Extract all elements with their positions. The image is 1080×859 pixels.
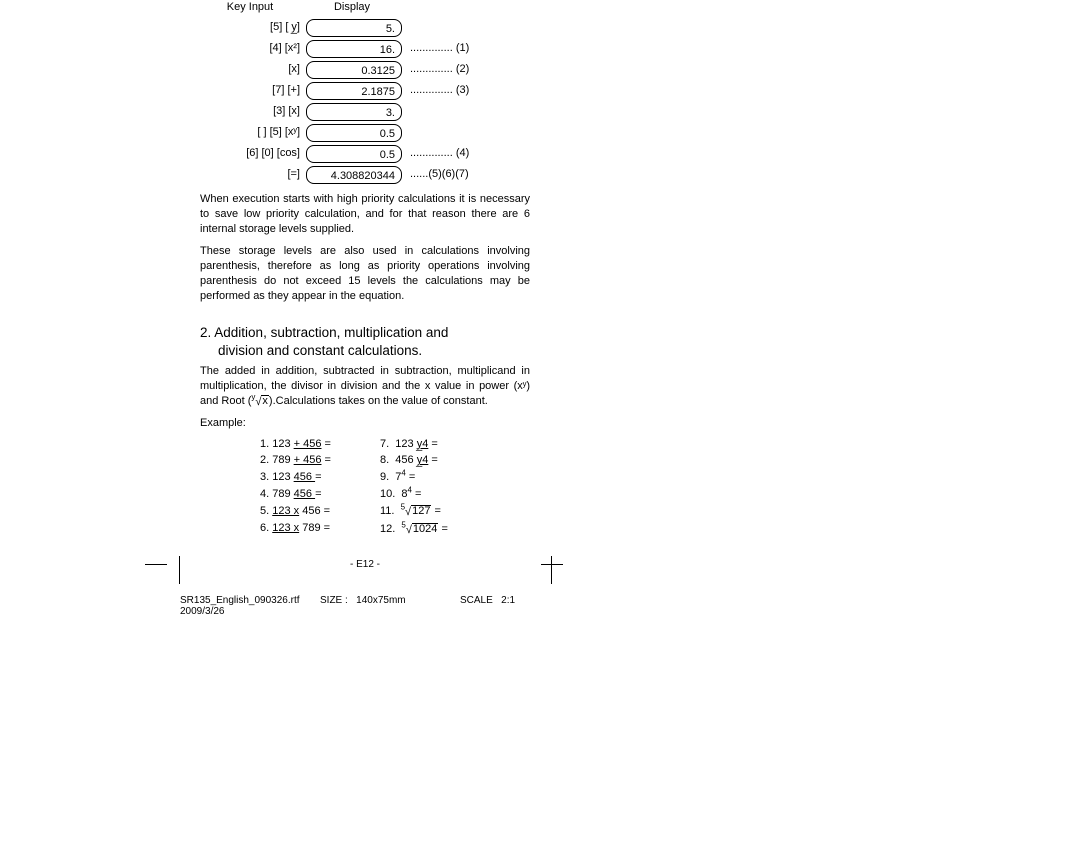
display-cell: 0.3125 xyxy=(306,61,402,79)
annotation-cell: .............. (1) xyxy=(402,41,500,56)
annotation-cell: ......(5)(6)(7) xyxy=(402,167,500,182)
example-item: 6. 123 x 789 = xyxy=(260,521,350,536)
key-input-cell: [5] [ y̲] xyxy=(200,20,306,35)
calc-row: [6] [0] [cos]0.5.............. (4) xyxy=(200,145,530,163)
display-cell: 16. xyxy=(306,40,402,58)
calc-row: [x]0.3125.............. (2) xyxy=(200,61,530,79)
calc-row: [7] [+]2.1875.............. (3) xyxy=(200,82,530,100)
section-line2: division and constant calculations. xyxy=(200,342,530,360)
section-body-b: ).Calculations takes on the value of con… xyxy=(269,395,488,407)
table-headers: Key Input Display xyxy=(200,0,530,15)
paragraph-1: When execution starts with high priority… xyxy=(200,192,530,237)
section-title: 2. Addition, subtraction, multiplication… xyxy=(200,324,530,360)
display-cell: 0.5 xyxy=(306,145,402,163)
display-cell: 0.5 xyxy=(306,124,402,142)
annotation-cell: .............. (4) xyxy=(402,146,500,161)
section-body: The added in addition, subtracted in sub… xyxy=(200,364,530,410)
example-label: Example: xyxy=(200,416,530,431)
key-input-cell: [6] [0] [cos] xyxy=(200,146,306,161)
calc-row: [4] [x²]16............... (1) xyxy=(200,40,530,58)
example-item: 11. 5√127 = xyxy=(380,504,520,520)
meta-filename: SR135_English_090326.rtf xyxy=(180,595,320,606)
example-item: 4. 789 456 = xyxy=(260,487,350,502)
calc-rows: [5] [ y̲]5.[4] [x²]16............... (1)… xyxy=(200,19,530,184)
example-item: 9. 74 = xyxy=(380,470,520,485)
annotation-cell: .............. (2) xyxy=(402,62,500,77)
section-number: 2. xyxy=(200,325,211,340)
calc-row: [5] [ y̲]5. xyxy=(200,19,530,37)
page: Key Input Display [5] [ y̲]5.[4] [x²]16.… xyxy=(0,0,1080,859)
section-line1: Addition, subtraction, multiplication an… xyxy=(214,325,448,340)
key-input-cell: [ ] [5] [xʸ] xyxy=(200,125,306,140)
example-item: 3. 123 456 = xyxy=(260,470,350,485)
root-radicand: x xyxy=(261,395,269,407)
paragraph-2: These storage levels are also used in ca… xyxy=(200,244,530,303)
examples-right-column: 7. 123 y̲4 =8. 456 y̲4 = 9. 74 = 10. 84 = 1… xyxy=(350,435,520,540)
annotation-cell: .............. (3) xyxy=(402,83,500,98)
key-input-cell: [x] xyxy=(200,62,306,77)
document-meta: SR135_English_090326.rtf SIZE : 140x75mm… xyxy=(180,595,600,617)
examples-left-column: 1. 123 + 456 =2. 789 + 456 = 3. 123 456 =… xyxy=(200,435,350,540)
calc-row: [3] [x]3. xyxy=(200,103,530,121)
header-display: Display xyxy=(304,0,400,15)
example-item: 10. 84 = xyxy=(380,487,520,502)
example-item: 2. 789 + 456 = xyxy=(260,453,350,468)
content-column: Key Input Display [5] [ y̲]5.[4] [x²]16.… xyxy=(200,0,530,571)
key-input-cell: [4] [x²] xyxy=(200,41,306,56)
key-input-cell: [=] xyxy=(200,167,306,182)
example-item: 5. 123 x 456 = xyxy=(260,504,350,519)
key-input-cell: [3] [x] xyxy=(200,104,306,119)
calc-row: [=]4.308820344......(5)(6)(7) xyxy=(200,166,530,184)
page-number: - E12 - xyxy=(200,558,530,572)
example-item: 1. 123 + 456 = xyxy=(260,437,350,452)
display-cell: 4.308820344 xyxy=(306,166,402,184)
display-cell: 2.1875 xyxy=(306,82,402,100)
display-cell: 5. xyxy=(306,19,402,37)
meta-size: SIZE : 140x75mm xyxy=(320,595,460,606)
display-cell: 3. xyxy=(306,103,402,121)
meta-scale: SCALE 2:1 xyxy=(460,595,560,606)
header-key-input: Key Input xyxy=(200,0,300,15)
meta-date: 2009/3/26 xyxy=(180,606,600,617)
example-item: 8. 456 y̲4 = xyxy=(380,453,520,468)
example-item: 7. 123 y̲4 = xyxy=(380,437,520,452)
calc-row: [ ] [5] [xʸ]0.5 xyxy=(200,124,530,142)
examples: 1. 123 + 456 =2. 789 + 456 = 3. 123 456 =… xyxy=(200,435,530,540)
key-input-cell: [7] [+] xyxy=(200,83,306,98)
example-item: 12. 5√1024 = xyxy=(380,522,520,538)
